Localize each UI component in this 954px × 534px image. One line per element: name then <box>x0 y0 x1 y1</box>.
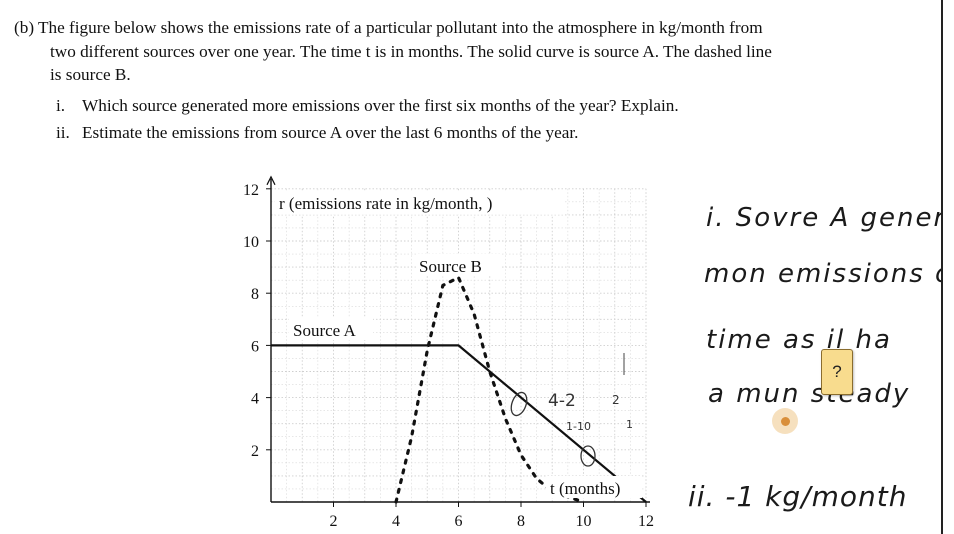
x-tick-label: 6 <box>455 513 463 530</box>
x-axis-label: t (months) <box>550 479 620 498</box>
question-ii-number: ii. <box>56 123 70 142</box>
y-tick-label: 10 <box>243 234 259 251</box>
y-axis-label: r (emissions rate in kg/month, ) <box>279 194 492 213</box>
x-tick-label: 10 <box>576 513 592 530</box>
series-line-source-b <box>394 275 586 504</box>
y-tick-label: 8 <box>251 286 259 303</box>
handwritten-answer-i-line: mon emissions o <box>704 259 953 289</box>
y-tick-label: 12 <box>243 182 259 199</box>
question-ii-text: Estimate the emissions from source A ove… <box>82 123 579 142</box>
problem-statement: (b) The figure below shows the emissions… <box>14 16 940 87</box>
x-tick-label: 12 <box>638 513 654 530</box>
ylabel-box <box>275 190 565 215</box>
problem-line-1: (b) The figure below shows the emissions… <box>14 18 763 37</box>
hand-scribble-4: 1 <box>626 418 633 431</box>
right-margin-mask <box>941 0 954 534</box>
handwritten-answer-ii: ii. -1 kg/month <box>688 480 907 513</box>
handwritten-answer-i-line: i. Sovre A generc <box>706 203 954 233</box>
hand-scribble-1: 4-2 <box>548 391 576 411</box>
question-i: i. Which source generated more emissions … <box>56 96 679 116</box>
page-border-line <box>941 0 943 534</box>
hand-circle-2 <box>580 445 596 467</box>
y-tick-label: 4 <box>251 391 259 408</box>
handwritten-answer-i-line: a mun steady <box>708 379 910 409</box>
question-i-number: i. <box>56 96 66 115</box>
hand-scribble-2: 2 <box>612 393 620 407</box>
hand-scribble-3: 1-10 <box>566 420 591 433</box>
x-tick-label: 4 <box>392 513 400 530</box>
x-tick-label: 8 <box>517 513 525 530</box>
annotation-box-b <box>416 254 502 276</box>
question-i-text: Which source generated more emissions ov… <box>82 96 679 115</box>
hand-circle-1 <box>510 391 528 417</box>
help-popup-button[interactable]: ? <box>821 349 853 395</box>
y-tick-label: 6 <box>251 338 259 355</box>
y-axis-arrow <box>266 175 276 186</box>
xlabel-box <box>546 476 642 498</box>
problem-line-2: two different sources over one year. The… <box>50 41 772 61</box>
help-popup-label: ? <box>832 362 842 381</box>
question-ii: ii. Estimate the emissions from source A … <box>56 123 578 143</box>
problem-line-3: is source B. <box>50 65 131 84</box>
y-tick-label: 2 <box>251 443 259 460</box>
annotation-box-a <box>289 318 373 340</box>
handwritten-answer-i-line: time as il ha <box>706 325 892 355</box>
x-tick-label: 2 <box>330 513 338 530</box>
cursor-dot <box>781 417 790 426</box>
annotation-source-a: Source A <box>293 321 357 340</box>
annotation-source-b: Source B <box>419 257 482 276</box>
